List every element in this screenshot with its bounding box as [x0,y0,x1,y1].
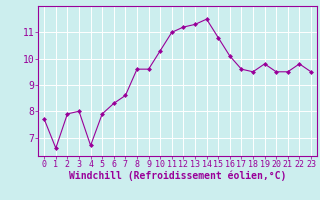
X-axis label: Windchill (Refroidissement éolien,°C): Windchill (Refroidissement éolien,°C) [69,171,286,181]
